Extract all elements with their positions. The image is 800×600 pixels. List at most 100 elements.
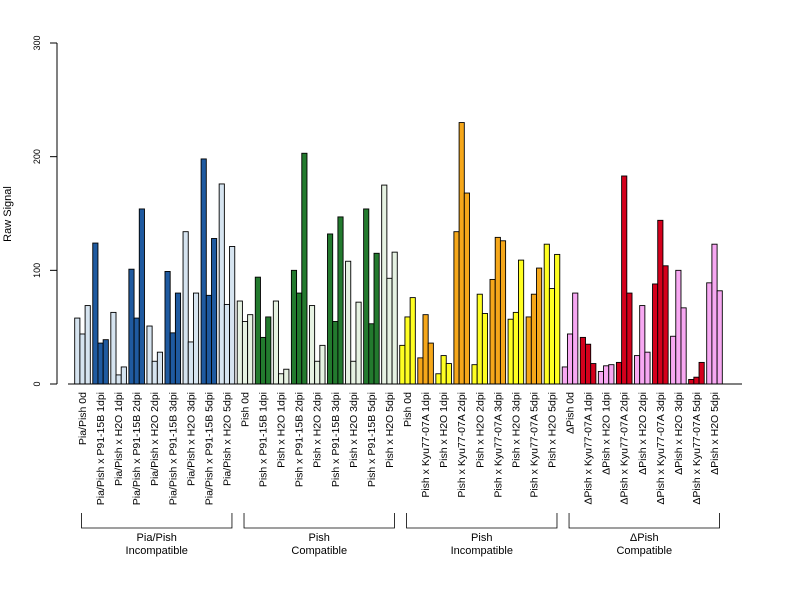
- bar: [301, 152, 308, 385]
- bar: [200, 158, 207, 385]
- bar: [458, 122, 465, 385]
- bar: [265, 316, 272, 385]
- bar: [693, 376, 700, 385]
- x-tick-label: Pish x H2O 3dpi: [348, 392, 360, 468]
- bar: [174, 292, 182, 385]
- x-tick-label: ΔPish x H2O 1dpi: [601, 392, 613, 475]
- bar: [427, 342, 434, 385]
- bar: [404, 316, 411, 385]
- group-label-line2: Incompatible: [126, 545, 188, 557]
- bar: [381, 184, 388, 385]
- bar: [110, 311, 117, 385]
- x-tick-label: ΔPish x Kyu77-07A 3dpi: [655, 392, 667, 505]
- group-label-line1: Pish: [309, 532, 330, 544]
- bar: [151, 360, 158, 385]
- bar: [554, 253, 561, 385]
- bar: [308, 305, 316, 385]
- bar: [192, 292, 200, 385]
- bar: [241, 321, 249, 385]
- x-tick-label: Pish x Kyu77-07A 3dpi: [492, 392, 504, 498]
- x-tick-label: Pish x P91-15B 5dpi: [366, 392, 378, 487]
- x-tick-label: Pish x H2O 1dpi: [276, 392, 288, 468]
- x-tick-label: ΔPish x Kyu77-07A 1dpi: [583, 392, 595, 505]
- bar: [590, 363, 597, 385]
- bar: [355, 301, 362, 385]
- bar: [79, 333, 86, 385]
- bar: [525, 316, 532, 385]
- bar: [716, 290, 723, 385]
- bar: [561, 366, 568, 385]
- bar: [332, 321, 339, 385]
- bar: [471, 364, 478, 385]
- bar: [481, 313, 489, 385]
- bar: [463, 192, 470, 385]
- group-bracket: [568, 513, 720, 529]
- x-tick-label: Pish x P91-15B 1dpi: [258, 392, 270, 487]
- bar: [585, 343, 592, 385]
- bar: [164, 271, 171, 385]
- bar: [621, 175, 628, 385]
- x-tick-label: Pia/Pish x P91-15B 1dpi: [95, 392, 107, 505]
- bar: [680, 307, 687, 385]
- bar: [698, 361, 705, 385]
- y-tick-label: 0: [32, 381, 42, 386]
- y-axis-label: Raw Signal: [2, 186, 14, 242]
- bar: [644, 351, 651, 385]
- bar: [138, 208, 145, 385]
- bar: [518, 259, 525, 385]
- x-tick-label: ΔPish x H2O 3dpi: [673, 392, 685, 475]
- y-tick-label: 100: [32, 263, 42, 278]
- bar: [579, 336, 586, 385]
- bar: [675, 269, 682, 385]
- bar: [290, 269, 298, 385]
- bar: [615, 361, 623, 385]
- group-bracket: [81, 513, 233, 529]
- bar: [187, 341, 194, 385]
- bar: [639, 305, 646, 385]
- x-tick-label: Pish x P91-15B 3dpi: [330, 392, 342, 487]
- bar: [476, 293, 483, 385]
- bar: [115, 374, 122, 385]
- bar: [634, 355, 641, 385]
- bar: [422, 314, 429, 385]
- x-tick-label: Pish 0d: [240, 392, 252, 427]
- bar: [453, 231, 460, 385]
- x-tick-label: Pish 0d: [402, 392, 414, 427]
- bar: [260, 336, 267, 385]
- bar: [373, 252, 380, 385]
- bar: [182, 231, 189, 385]
- group-label-line1: ΔPish: [630, 532, 659, 544]
- bar: [652, 283, 659, 385]
- group-label-line1: Pia/Pish: [137, 532, 177, 544]
- bar: [146, 325, 153, 385]
- bar: [97, 342, 104, 385]
- x-tick-labels: Pia/Pish 0d Pia/Pish x P91-15B 1dpi Pia/Pi…: [77, 392, 721, 505]
- bar: [74, 317, 81, 385]
- x-tick-label: ΔPish x Kyu77-07A 5dpi: [691, 392, 703, 505]
- bar: [319, 344, 326, 385]
- bar: [445, 363, 452, 385]
- bar: [345, 260, 352, 385]
- bar: [223, 303, 231, 385]
- x-tick-label: Pish x Kyu77-07A 5dpi: [528, 392, 540, 498]
- x-tick-label: Pish x H2O 5dpi: [546, 392, 558, 468]
- x-tick-label: Pia/Pish x H2O 3dpi: [185, 392, 197, 486]
- bar: [236, 300, 243, 385]
- y-axis: 0 100 200 300: [32, 35, 58, 387]
- x-tick-label: Pish x Kyu77-07A 1dpi: [420, 392, 432, 498]
- bar: [247, 314, 254, 385]
- bar: [536, 267, 543, 385]
- x-tick-label: Pia/Pish x P91-15B 3dpi: [167, 392, 179, 505]
- bar: [386, 277, 393, 385]
- bar: [120, 366, 127, 385]
- bar: [368, 323, 375, 385]
- bar: [711, 243, 718, 385]
- bar: [205, 294, 212, 385]
- x-tick-label: Pish x H2O 1dpi: [438, 392, 450, 468]
- x-tick-label: ΔPish 0d: [565, 392, 577, 434]
- bar: [597, 371, 605, 385]
- bar: [626, 292, 633, 385]
- x-tick-label: Pia/Pish 0d: [77, 392, 89, 445]
- bar: [572, 292, 579, 385]
- bar: [417, 357, 424, 385]
